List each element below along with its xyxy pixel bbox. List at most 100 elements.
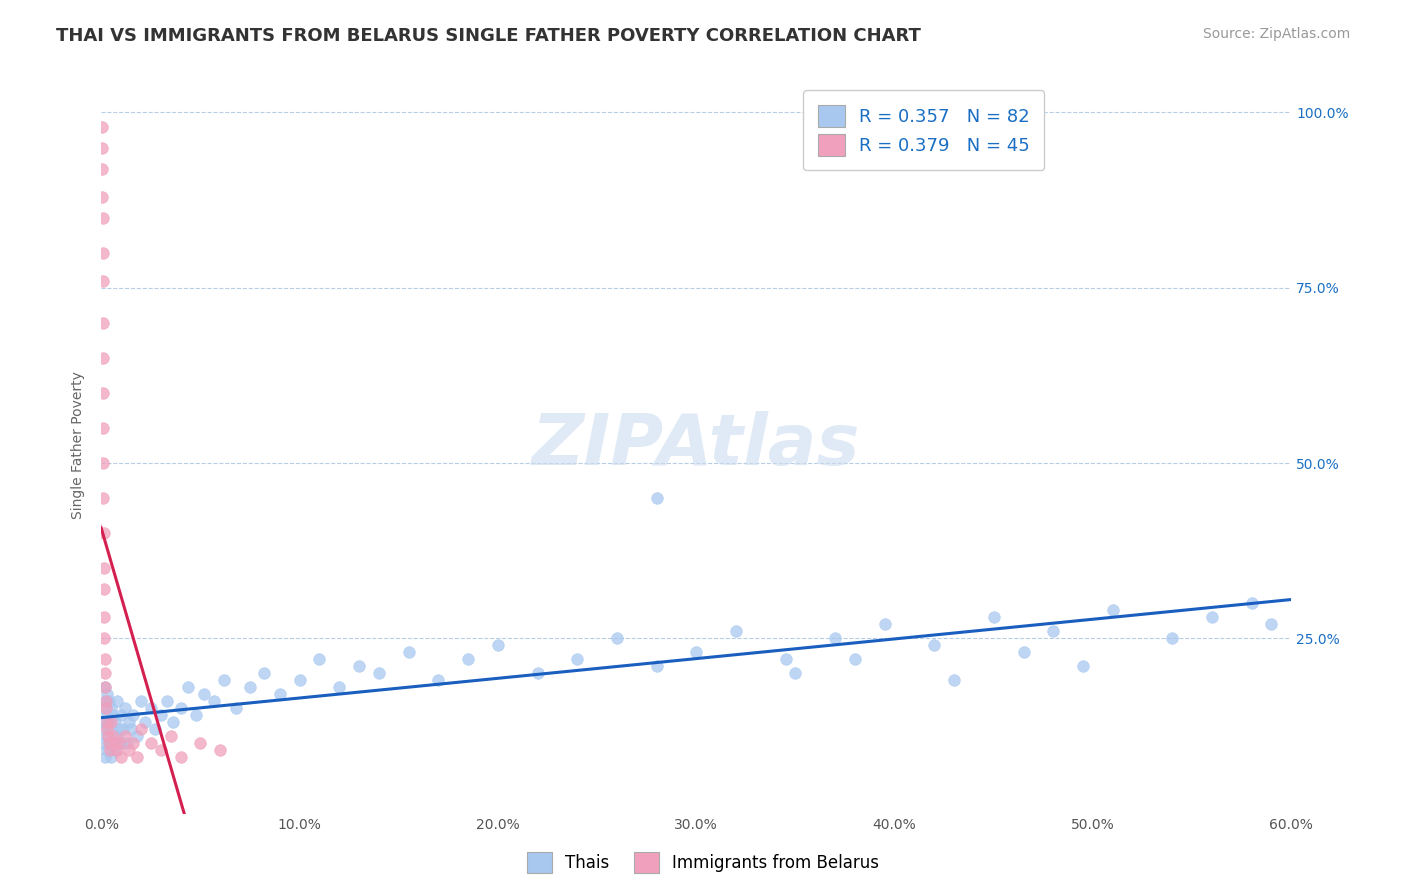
Point (156, 694, 179, 708)
Point (685, 645, 707, 659)
Point (269, 687, 291, 701)
Point (94, 666, 117, 681)
Point (212, 673, 235, 688)
Point (457, 652, 479, 666)
Point (93, 632, 115, 646)
Point (93, 561, 115, 575)
Point (94, 750, 117, 764)
Point (110, 708, 132, 723)
Point (101, 736, 124, 750)
Point (844, 652, 866, 666)
Point (91, 316, 114, 330)
Point (98, 736, 121, 750)
Point (91, 736, 114, 750)
Point (785, 666, 807, 681)
Point (118, 715, 141, 730)
Point (94, 694, 117, 708)
Point (177, 681, 200, 695)
Point (606, 632, 628, 646)
Point (567, 652, 589, 666)
Point (134, 715, 156, 730)
Point (91, 245, 114, 260)
Point (169, 750, 191, 764)
Point (97, 730, 120, 744)
Point (96, 687, 118, 701)
Point (526, 666, 548, 681)
Point (225, 701, 247, 715)
Point (91, 189, 114, 203)
Point (101, 730, 124, 744)
Legend: R = 0.357   N = 82, R = 0.379   N = 45: R = 0.357 N = 82, R = 0.379 N = 45 (803, 90, 1045, 170)
Point (824, 632, 846, 646)
Point (93, 582, 115, 597)
Point (98, 694, 121, 708)
Point (100, 715, 122, 730)
Point (169, 701, 191, 715)
Point (105, 743, 128, 757)
Point (110, 750, 132, 764)
Point (112, 723, 135, 737)
Point (190, 736, 212, 750)
Point (105, 694, 128, 708)
Point (98, 736, 121, 750)
Point (91, 385, 114, 400)
Point (139, 701, 162, 715)
Point (114, 730, 136, 744)
Point (108, 723, 131, 737)
Text: THAI VS IMMIGRANTS FROM BELARUS SINGLE FATHER POVERTY CORRELATION CHART: THAI VS IMMIGRANTS FROM BELARUS SINGLE F… (56, 27, 921, 45)
Point (143, 723, 166, 737)
Point (149, 743, 172, 757)
Point (120, 723, 142, 737)
Point (118, 743, 141, 757)
Point (91, 140, 114, 154)
Point (125, 750, 148, 764)
Point (94, 652, 117, 666)
Point (101, 708, 124, 723)
Point (91, 701, 114, 715)
Point (91, 723, 114, 737)
Legend: Thais, Immigrants from Belarus: Thais, Immigrants from Belarus (520, 846, 886, 880)
Point (94, 715, 117, 730)
Point (108, 736, 131, 750)
Point (129, 723, 152, 737)
Point (1240, 596, 1263, 610)
Point (115, 736, 138, 750)
Point (724, 624, 747, 639)
Point (162, 715, 184, 730)
Text: Source: ZipAtlas.com: Source: ZipAtlas.com (1202, 27, 1350, 41)
Point (96, 723, 118, 737)
Point (96, 708, 118, 723)
Point (1071, 659, 1094, 673)
Point (1101, 603, 1123, 617)
Point (94, 681, 117, 695)
Point (775, 652, 797, 666)
Point (100, 723, 122, 737)
Point (873, 617, 896, 632)
Point (122, 708, 145, 723)
Point (122, 736, 145, 750)
Point (427, 673, 450, 688)
Point (96, 701, 118, 715)
Point (943, 673, 966, 688)
Point (924, 638, 946, 652)
Point (209, 743, 232, 757)
Point (193, 687, 215, 701)
Point (1260, 617, 1282, 632)
Point (98, 743, 121, 757)
Point (149, 708, 172, 723)
Point (239, 681, 262, 695)
Point (308, 652, 330, 666)
Text: ZIPAtlas: ZIPAtlas (531, 411, 860, 480)
Point (94, 694, 117, 708)
Point (91, 120, 114, 134)
Point (139, 736, 162, 750)
Point (96, 743, 118, 757)
Point (645, 659, 668, 673)
Point (328, 681, 350, 695)
Point (105, 730, 128, 744)
Point (96, 730, 118, 744)
Point (104, 736, 127, 750)
Point (91, 491, 114, 505)
Point (288, 673, 311, 688)
Point (347, 659, 370, 673)
